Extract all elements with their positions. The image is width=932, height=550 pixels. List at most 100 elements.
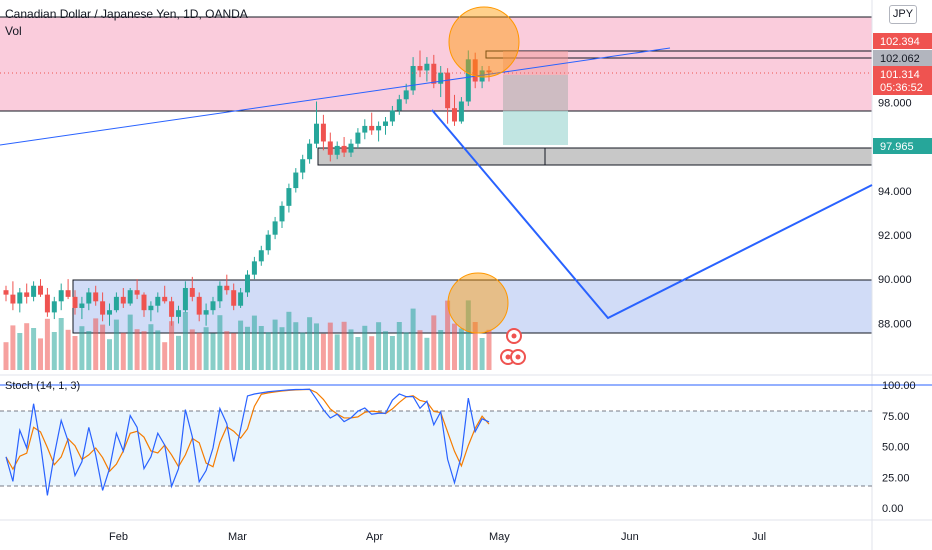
volume-bar [389, 336, 395, 370]
time-tick: Jul [752, 531, 766, 543]
volume-bar [327, 322, 333, 370]
candle-body [396, 99, 402, 111]
candle-body [272, 221, 278, 235]
volume-bar [86, 331, 92, 370]
volume-bar [231, 333, 237, 370]
volume-bar [176, 335, 181, 370]
candle-body [458, 101, 464, 122]
volume-bar [376, 322, 382, 370]
volume-bar [127, 314, 133, 370]
price-tick: 92.000 [878, 230, 912, 242]
volume-bar [383, 331, 388, 370]
price-label-current-bg [873, 66, 932, 95]
price-label-level: 97.965 [880, 141, 914, 153]
volume-bar [107, 339, 112, 370]
volume-bar [362, 325, 368, 370]
volume-bar [44, 318, 50, 370]
candle-body [279, 205, 285, 222]
candle-body [31, 285, 37, 297]
event-marker-dot [511, 333, 517, 339]
candle-body [238, 292, 244, 306]
volume-bar [169, 321, 175, 370]
volume-bar [265, 332, 271, 370]
candle-body [369, 125, 375, 131]
time-tick: Jun [621, 531, 639, 543]
candle-body [258, 250, 264, 262]
price-tick: 94.000 [878, 186, 912, 198]
volume-bar [334, 334, 340, 370]
volume-bar [458, 328, 464, 370]
volume-bar [424, 337, 430, 370]
volume-bar [314, 323, 319, 370]
volume-bar [100, 324, 106, 370]
volume-bar [162, 342, 168, 370]
candle-body [307, 143, 313, 160]
volume-bar [320, 333, 326, 370]
volume-bar [203, 327, 209, 370]
candle-body [24, 292, 30, 297]
candle-body [286, 188, 292, 206]
stoch-tick: 100.00 [882, 380, 916, 392]
volume-bar [217, 315, 223, 370]
volume-bar [224, 331, 230, 370]
volume-bar [251, 315, 257, 370]
stoch-tick: 50.00 [882, 442, 910, 454]
candle-body [38, 285, 43, 295]
volume-bar [431, 315, 437, 370]
candle-body [44, 294, 50, 313]
price-label-upper: 102.394 [880, 36, 920, 48]
candle-body [155, 296, 161, 306]
candle-body [327, 141, 333, 155]
volume-bar [479, 338, 485, 370]
time-tick: Feb [109, 531, 128, 543]
stoch-tick: 25.00 [882, 472, 910, 484]
highlight-circle [447, 272, 509, 334]
price-tick: 88.000 [878, 318, 912, 330]
volume-bar [293, 322, 299, 370]
candle-body [134, 290, 140, 295]
support-box [317, 147, 873, 166]
volume-bar [348, 329, 354, 370]
currency-button[interactable]: JPY [889, 5, 917, 24]
candle-body [182, 287, 188, 311]
volume-bar [245, 326, 250, 370]
candle-body [251, 261, 257, 275]
position-reward [503, 111, 568, 145]
candle-body [176, 310, 181, 317]
candle-body [334, 145, 340, 155]
volume-bar [396, 322, 402, 370]
candle-body [465, 59, 471, 102]
volume-bar [438, 330, 444, 370]
price-label-upper-bg [873, 33, 932, 49]
candle-body [189, 287, 195, 297]
volume-bar [58, 318, 64, 370]
volume-bar [120, 332, 126, 370]
price-label-current: 101.314 [880, 69, 920, 81]
volume-bar [65, 329, 71, 370]
volume-bar [472, 322, 478, 370]
candle-body [107, 310, 112, 315]
volume-bar [10, 325, 16, 370]
candle-body [162, 296, 168, 302]
candle-body [10, 294, 16, 304]
volume-bar [51, 332, 57, 370]
volume-bar [148, 324, 154, 370]
price-label-level-bg [873, 138, 932, 154]
volume-bar [79, 326, 85, 370]
price-tick: 90.000 [878, 274, 912, 286]
stochastic-label: Stoch (14, 1, 3) [5, 380, 81, 392]
candle-body [300, 159, 306, 173]
volume-bar [465, 300, 471, 370]
candle-body [389, 110, 395, 122]
volume-bar [196, 332, 202, 370]
candle-body [17, 292, 23, 304]
candle-body [3, 290, 9, 295]
price-tick: 98.000 [878, 97, 912, 109]
candle-body [79, 303, 85, 308]
price-label-mid: 102.062 [880, 53, 920, 65]
candle-body [445, 72, 451, 109]
volume-bar [417, 330, 423, 370]
candle-body [148, 305, 154, 311]
volume-bar [155, 330, 161, 370]
